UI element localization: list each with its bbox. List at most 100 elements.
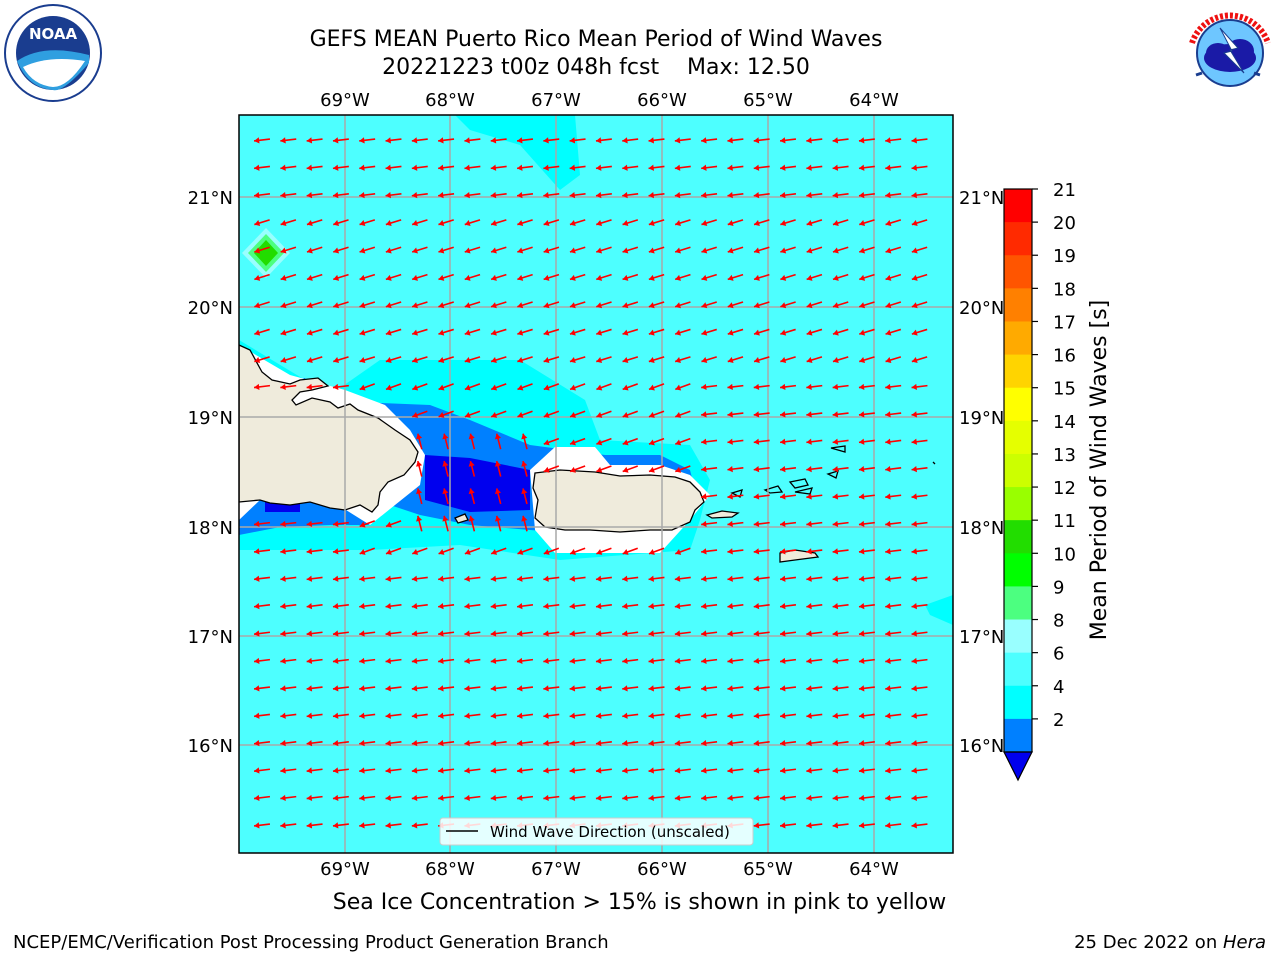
wave-direction-arrowhead [832, 520, 839, 528]
wave-direction-arrowhead [254, 794, 260, 802]
wave-direction-arrowhead [622, 137, 628, 144]
wave-direction-arrowhead [280, 657, 286, 665]
wave-direction-arrowhead [517, 575, 523, 582]
wave-direction-arrowhead [780, 767, 786, 774]
wave-direction-arrowhead [411, 740, 418, 747]
wave-direction-arrowhead [543, 794, 549, 802]
wind-wave-direction-arrows [253, 137, 928, 829]
wave-direction-arrowhead [306, 220, 313, 227]
wave-direction-arrowhead [885, 767, 891, 774]
wave-direction-arrowhead [494, 515, 502, 522]
colorbar-tick-label: 11 [1053, 511, 1076, 532]
lat-tick-label-right: 21°N [959, 188, 1004, 209]
lat-tick-label-right: 19°N [959, 408, 1004, 429]
wave-direction-arrowhead [675, 412, 682, 418]
wave-direction-arrowhead [438, 220, 445, 227]
wave-direction-arrowhead [464, 329, 471, 336]
wave-direction-arrowhead [911, 137, 918, 144]
wave-direction-arrowhead [464, 220, 471, 227]
wave-direction-arrowhead [701, 630, 707, 637]
wave-direction-arrowhead [280, 220, 287, 227]
wave-direction-arrowhead [359, 767, 365, 774]
lon-tick-label-bottom: 64°W [849, 859, 899, 880]
period-contour-6 [455, 115, 580, 190]
wave-direction-arrowhead [701, 520, 707, 528]
wave-direction-arrowhead [622, 412, 629, 418]
wave-direction-arrowhead [780, 192, 786, 199]
wave-direction-arrowhead [596, 412, 603, 418]
wave-direction-arrowhead [753, 794, 760, 802]
wave-direction-arrowhead [332, 548, 339, 555]
wave-direction-arrowhead [464, 712, 470, 719]
wave-direction-arrowhead [885, 548, 891, 555]
wave-direction-arrowhead [306, 192, 313, 199]
wave-direction-arrowhead [543, 767, 549, 774]
wave-direction-arrowhead [332, 685, 339, 692]
wave-direction-arrowhead [254, 548, 260, 555]
wave-direction-arrowhead [701, 575, 707, 582]
wave-direction-arrowhead [306, 357, 313, 364]
wave-direction-arrowhead [464, 164, 470, 171]
wave-direction-arrowhead [858, 603, 865, 610]
branch-credit: NCEP/EMC/Verification Post Processing Pr… [13, 932, 609, 953]
wave-direction-arrowhead [490, 657, 497, 665]
wave-direction-arrowhead [780, 794, 786, 802]
wave-direction-arrowhead [543, 740, 549, 747]
lon-tick-label-bottom: 68°W [425, 859, 475, 880]
wave-direction-arrowhead [675, 274, 681, 281]
colorbar-tick-label: 17 [1053, 312, 1076, 333]
wave-direction-arrowhead [490, 740, 497, 747]
wave-direction-arrowhead [753, 192, 760, 199]
wave-direction-arrowhead [701, 767, 707, 774]
wave-direction-arrowhead [464, 575, 470, 582]
wave-direction-arrowhead [569, 767, 576, 774]
colorbar-tick-label: 18 [1053, 279, 1076, 300]
wave-direction-arrowhead [569, 740, 576, 747]
wave-direction-arrowhead [832, 657, 839, 665]
wave-direction-arrowhead [780, 329, 787, 336]
colorbar-segment [1004, 321, 1032, 356]
colorbar-segment [1004, 387, 1032, 422]
colorbar-tick-label: 2 [1053, 710, 1064, 731]
wave-direction-arrowhead [332, 575, 339, 582]
wave-direction-arrowhead [438, 794, 444, 802]
wave-direction-arrowhead [359, 164, 365, 171]
wave-direction-arrowhead [464, 412, 471, 418]
wave-direction-arrowhead [859, 274, 866, 281]
wave-direction-arrowhead [806, 685, 812, 692]
wave-direction-arrowhead [885, 220, 892, 227]
wave-direction-arrowhead [727, 657, 733, 665]
wave-direction-arrowhead [806, 740, 812, 747]
wave-direction-arrowhead [701, 274, 708, 281]
wave-direction-arrowhead [569, 274, 576, 281]
wave-direction-arrowhead [359, 220, 366, 227]
wave-direction-arrowhead [806, 411, 812, 418]
wave-direction-arrowhead [306, 712, 313, 719]
lat-tick-label-right: 17°N [959, 627, 1004, 648]
wave-direction-arrowhead [569, 712, 576, 719]
wave-direction-arrowhead [806, 575, 812, 582]
wave-direction-arrowhead [280, 302, 287, 309]
wave-direction-arrowhead [254, 822, 260, 829]
wave-direction-arrowhead [832, 712, 839, 719]
wave-direction-arrowhead [885, 657, 891, 665]
wave-direction-arrowhead [490, 685, 497, 692]
wave-direction-arrowhead [885, 740, 891, 747]
wave-direction-arrowhead [543, 247, 550, 254]
wave-direction-arrowhead [911, 520, 918, 528]
wave-direction-arrowhead [911, 712, 918, 719]
colorbar-tick-label: 14 [1053, 412, 1076, 433]
wave-direction-arrowhead [622, 685, 628, 692]
wave-direction-arrowhead [306, 329, 313, 336]
wave-direction-arrowhead [780, 520, 786, 528]
wave-direction-arrowhead [780, 383, 786, 391]
wave-direction-arrowhead [806, 657, 812, 665]
wave-direction-arrowhead [727, 438, 733, 445]
wave-direction-arrowhead [464, 549, 471, 555]
wave-direction-arrowhead [806, 137, 812, 144]
wave-direction-arrowhead [911, 247, 918, 254]
wave-direction-arrowhead [753, 548, 760, 555]
wave-direction-arrowhead [438, 164, 444, 171]
wave-direction-arrowhead [753, 822, 760, 829]
wave-direction-arrowhead [727, 357, 734, 364]
